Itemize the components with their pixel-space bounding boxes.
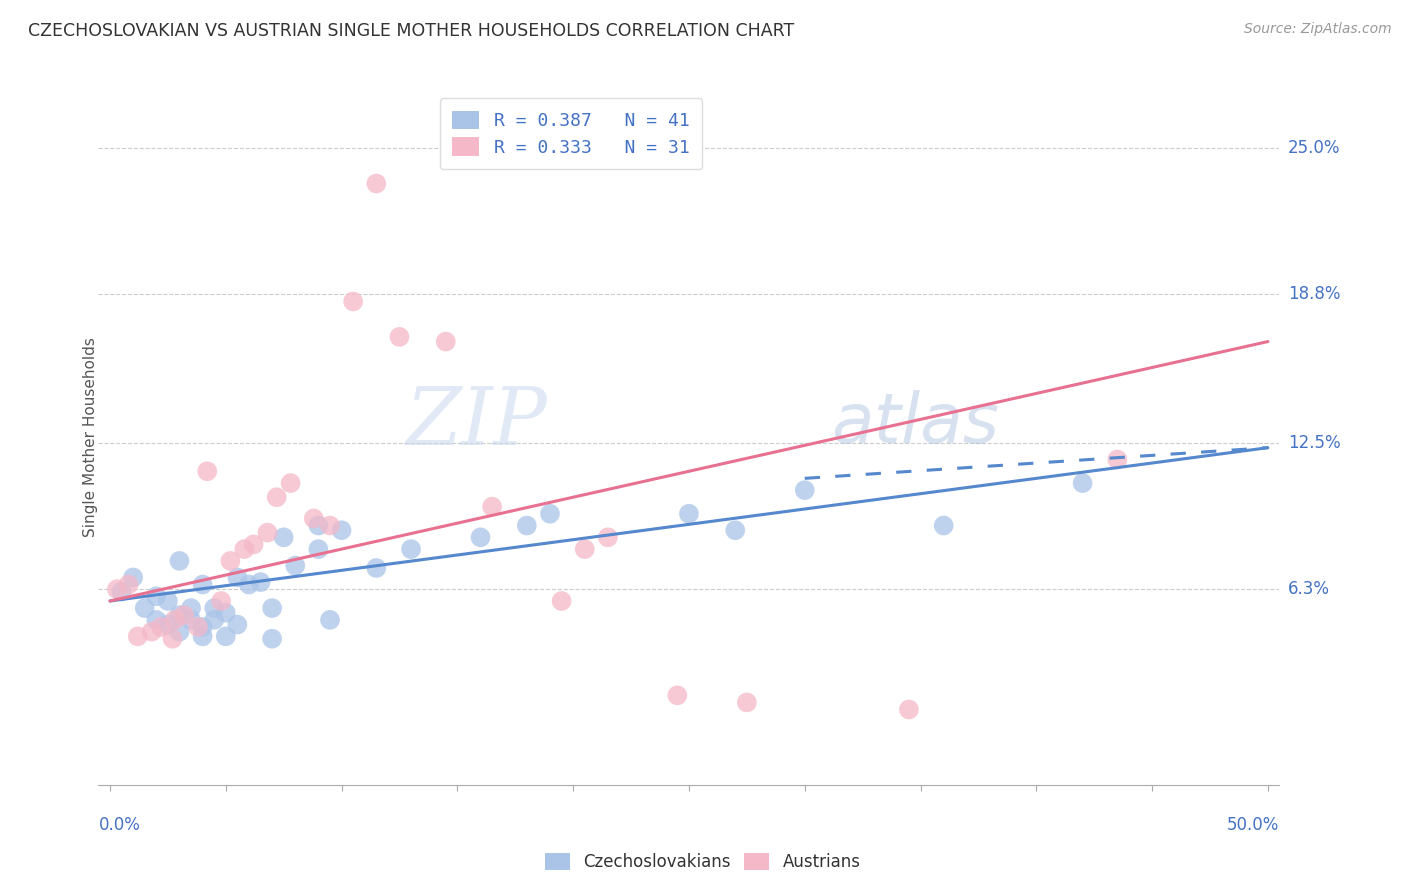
Point (249, 575, 271, 590)
Point (434, 334, 457, 349)
Point (180, 601, 202, 615)
Point (191, 629, 214, 643)
Point (141, 624, 163, 639)
Point (399, 542, 422, 557)
Point (735, 695, 758, 709)
Text: 12.5%: 12.5% (1288, 434, 1340, 452)
Point (307, 542, 329, 557)
Point (105, 582, 128, 597)
Point (233, 542, 256, 557)
Point (1071, 476, 1094, 491)
Point (307, 518, 329, 533)
Text: CZECHOSLOVAKIAN VS AUSTRIAN SINGLE MOTHER HOUSEHOLDS CORRELATION CHART: CZECHOSLOVAKIAN VS AUSTRIAN SINGLE MOTHE… (28, 22, 794, 40)
Point (1107, 452, 1129, 467)
Point (932, 518, 955, 533)
Text: 18.8%: 18.8% (1288, 285, 1340, 303)
Point (219, 554, 242, 568)
Point (215, 629, 238, 643)
Text: 25.0%: 25.0% (1288, 139, 1340, 157)
Point (256, 525, 278, 540)
Point (117, 577, 139, 591)
Point (195, 464, 218, 478)
Y-axis label: Single Mother Households: Single Mother Households (83, 337, 97, 537)
Text: 50.0%: 50.0% (1227, 816, 1279, 834)
Point (538, 507, 561, 521)
Point (574, 542, 596, 557)
Point (202, 613, 225, 627)
Point (149, 620, 172, 634)
Point (122, 570, 145, 584)
Point (897, 702, 920, 716)
Point (202, 601, 225, 615)
Point (319, 518, 342, 533)
Point (191, 577, 214, 591)
Point (226, 617, 249, 632)
Text: ZIP: ZIP (405, 384, 547, 462)
Point (724, 523, 747, 537)
Point (516, 518, 538, 533)
Point (678, 507, 700, 521)
Point (262, 601, 284, 615)
Point (388, 330, 411, 344)
Point (169, 554, 191, 568)
Point (134, 601, 156, 615)
Point (470, 530, 492, 544)
Point (215, 606, 238, 620)
Point (550, 594, 572, 608)
Point (302, 511, 325, 525)
Point (180, 613, 202, 627)
Point (366, 561, 388, 575)
Point (242, 537, 264, 551)
Point (127, 629, 149, 643)
Point (163, 613, 186, 627)
Point (169, 624, 191, 639)
Text: atlas: atlas (831, 390, 998, 457)
Point (145, 613, 167, 627)
Legend: R = 0.387   N = 41, R = 0.333   N = 31: R = 0.387 N = 41, R = 0.333 N = 31 (440, 98, 702, 169)
Point (156, 617, 179, 632)
Text: 6.3%: 6.3% (1288, 580, 1330, 599)
Point (342, 294, 364, 309)
Legend: Czechoslovakians, Austrians: Czechoslovakians, Austrians (537, 845, 869, 880)
Point (191, 620, 214, 634)
Point (169, 608, 191, 623)
Point (280, 476, 302, 491)
Point (666, 689, 689, 703)
Point (330, 523, 353, 537)
Point (226, 570, 249, 584)
Point (596, 530, 619, 544)
Point (319, 613, 342, 627)
Point (793, 483, 815, 497)
Point (110, 584, 132, 599)
Point (284, 558, 307, 573)
Point (481, 500, 503, 514)
Point (209, 594, 232, 608)
Point (266, 490, 288, 504)
Point (145, 589, 167, 603)
Point (262, 632, 284, 646)
Text: Source: ZipAtlas.com: Source: ZipAtlas.com (1244, 22, 1392, 37)
Point (238, 577, 260, 591)
Point (173, 608, 195, 623)
Point (273, 530, 295, 544)
Point (187, 620, 209, 634)
Point (162, 632, 184, 646)
Point (366, 177, 388, 191)
Text: 0.0%: 0.0% (98, 816, 141, 834)
Point (156, 594, 179, 608)
